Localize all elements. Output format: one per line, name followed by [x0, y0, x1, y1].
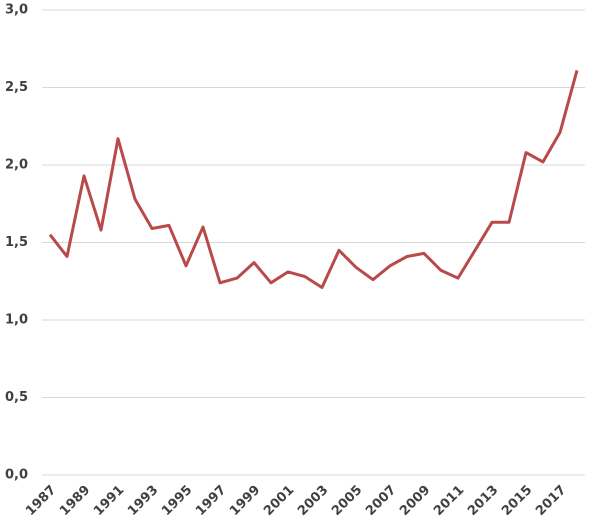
y-tick-label: 1,5 — [5, 235, 28, 250]
x-tick-label: 1987 — [23, 483, 59, 519]
y-tick-label: 1,0 — [5, 313, 28, 328]
x-tick-label: 2001 — [261, 483, 297, 519]
x-tick-label: 1993 — [125, 483, 161, 519]
data-line — [48, 70, 579, 289]
x-tick-label: 1995 — [159, 483, 195, 519]
x-tick-label: 2003 — [295, 483, 331, 519]
x-tick-label: 2015 — [499, 483, 535, 519]
y-tick-label: 2,5 — [5, 80, 28, 95]
x-tick-label: 2017 — [533, 483, 569, 519]
x-tick-label: 1989 — [57, 483, 93, 519]
x-tick-label: 1997 — [193, 483, 229, 519]
x-tick-label: 2013 — [465, 483, 501, 519]
x-tick-label: 1999 — [227, 483, 263, 519]
x-tick-label: 2005 — [329, 483, 365, 519]
y-tick-label: 0,5 — [5, 390, 28, 405]
x-tick-label: 1991 — [91, 483, 127, 519]
x-tick-label: 2009 — [397, 483, 433, 519]
y-tick-label: 2,0 — [5, 158, 28, 173]
y-tick-label: 0,0 — [5, 468, 28, 483]
x-tick-label: 2007 — [363, 483, 399, 519]
y-tick-label: 3,0 — [5, 3, 28, 18]
x-tick-label: 2011 — [431, 483, 467, 519]
